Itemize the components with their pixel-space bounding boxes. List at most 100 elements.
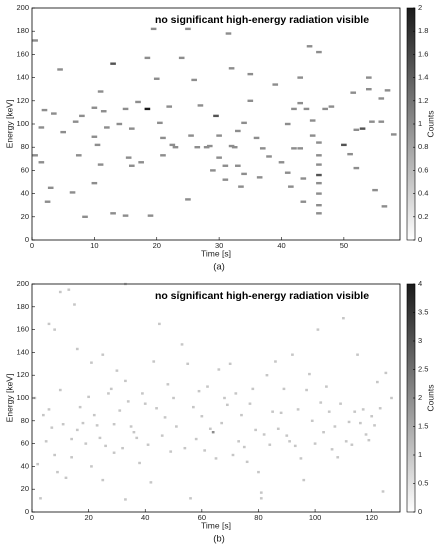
count-cell bbox=[308, 372, 311, 376]
colorbar-label: Counts bbox=[425, 385, 435, 412]
count-cell bbox=[327, 410, 331, 413]
count-cell bbox=[206, 385, 209, 388]
colorbar-tick-label: 1.4 bbox=[418, 73, 428, 82]
count-cell bbox=[112, 423, 116, 426]
count-cell bbox=[94, 143, 101, 147]
count-cell bbox=[178, 56, 185, 60]
count-cell bbox=[316, 181, 322, 185]
x-tick-label: 60 bbox=[198, 513, 206, 522]
y-tick-label: 60 bbox=[21, 165, 29, 174]
colorbar-tick-label: 1 bbox=[418, 450, 422, 459]
count-cell bbox=[208, 427, 212, 430]
count-cell bbox=[303, 107, 310, 111]
y-tick-label: 80 bbox=[21, 416, 29, 425]
count-cell bbox=[216, 156, 222, 159]
count-cell bbox=[163, 416, 167, 419]
count-cell bbox=[366, 76, 372, 79]
x-tick-label: 40 bbox=[277, 241, 285, 250]
count-cell bbox=[82, 215, 88, 218]
count-cell bbox=[217, 368, 221, 371]
x-tick-label: 100 bbox=[309, 513, 322, 522]
count-cell bbox=[291, 147, 297, 150]
count-cell bbox=[305, 388, 308, 392]
colorbar-tick-label: 0.5 bbox=[418, 478, 428, 487]
count-cell bbox=[185, 198, 191, 201]
count-cell bbox=[302, 478, 306, 482]
caption: (a) bbox=[213, 262, 225, 273]
count-cell bbox=[189, 497, 192, 500]
count-cell bbox=[297, 101, 304, 105]
count-cell bbox=[220, 421, 224, 425]
y-tick-label: 200 bbox=[16, 279, 29, 288]
count-cell bbox=[41, 413, 45, 417]
count-cell bbox=[44, 200, 51, 203]
count-cell bbox=[186, 362, 190, 365]
count-cell bbox=[191, 78, 197, 82]
count-cell bbox=[169, 450, 173, 453]
count-cell bbox=[203, 146, 210, 149]
count-cell bbox=[67, 288, 71, 291]
count-cell bbox=[366, 88, 372, 91]
count-cell bbox=[175, 425, 178, 428]
count-cell bbox=[149, 481, 153, 484]
count-cell bbox=[316, 212, 322, 215]
count-cell bbox=[132, 431, 136, 434]
count-cell bbox=[291, 107, 297, 111]
count-cell bbox=[384, 371, 388, 375]
count-cell bbox=[309, 134, 316, 137]
count-cell bbox=[53, 328, 56, 331]
count-cell bbox=[91, 106, 98, 109]
count-cell bbox=[225, 403, 229, 407]
caption: (b) bbox=[213, 534, 225, 545]
count-cell bbox=[216, 134, 222, 137]
count-cell bbox=[235, 129, 241, 133]
colorbar-tick-label: 0.4 bbox=[418, 189, 428, 198]
count-cell bbox=[158, 322, 161, 326]
count-cell bbox=[313, 442, 317, 445]
count-cell bbox=[237, 440, 240, 443]
count-cell bbox=[64, 476, 68, 479]
count-cell bbox=[316, 192, 322, 195]
count-cell bbox=[128, 164, 135, 167]
count-cell bbox=[70, 437, 73, 441]
count-cell bbox=[172, 146, 179, 149]
count-cell bbox=[291, 353, 294, 356]
count-cell bbox=[214, 457, 218, 460]
y-tick-label: 200 bbox=[16, 3, 29, 12]
colorbar-label: Counts bbox=[425, 111, 435, 138]
count-cell bbox=[98, 436, 102, 440]
count-cell bbox=[245, 460, 249, 464]
colorbar-tick-label: 0.6 bbox=[418, 165, 428, 174]
count-cell bbox=[231, 453, 235, 457]
count-cell bbox=[97, 90, 104, 93]
count-cell bbox=[242, 445, 246, 449]
count-cell bbox=[254, 428, 257, 432]
x-tick-label: 80 bbox=[254, 513, 262, 522]
count-cell bbox=[32, 39, 38, 42]
y-tick-label: 60 bbox=[21, 439, 29, 448]
count-cell bbox=[369, 120, 375, 123]
count-cell bbox=[222, 164, 229, 167]
y-tick-label: 100 bbox=[16, 393, 29, 402]
count-cell bbox=[166, 105, 173, 108]
count-cell bbox=[266, 155, 272, 158]
count-cell bbox=[206, 144, 213, 148]
y-tick-label: 40 bbox=[21, 461, 29, 470]
count-cell bbox=[135, 100, 141, 104]
x-tick-label: 0 bbox=[30, 241, 34, 250]
count-cell bbox=[203, 449, 207, 452]
count-cell bbox=[316, 328, 320, 331]
count-cell bbox=[310, 419, 314, 422]
count-cell bbox=[104, 444, 107, 448]
count-cell bbox=[293, 444, 297, 448]
count-cell bbox=[61, 423, 65, 426]
count-cell bbox=[325, 385, 328, 388]
colorbar-tick-label: 2 bbox=[418, 3, 422, 12]
count-cell bbox=[378, 120, 385, 123]
count-cell bbox=[125, 156, 132, 159]
count-cell bbox=[118, 409, 122, 412]
x-tick-label: 10 bbox=[90, 241, 98, 250]
count-cell bbox=[328, 105, 335, 108]
count-cell bbox=[336, 456, 340, 459]
colorbar-tick-label: 3 bbox=[418, 336, 422, 345]
